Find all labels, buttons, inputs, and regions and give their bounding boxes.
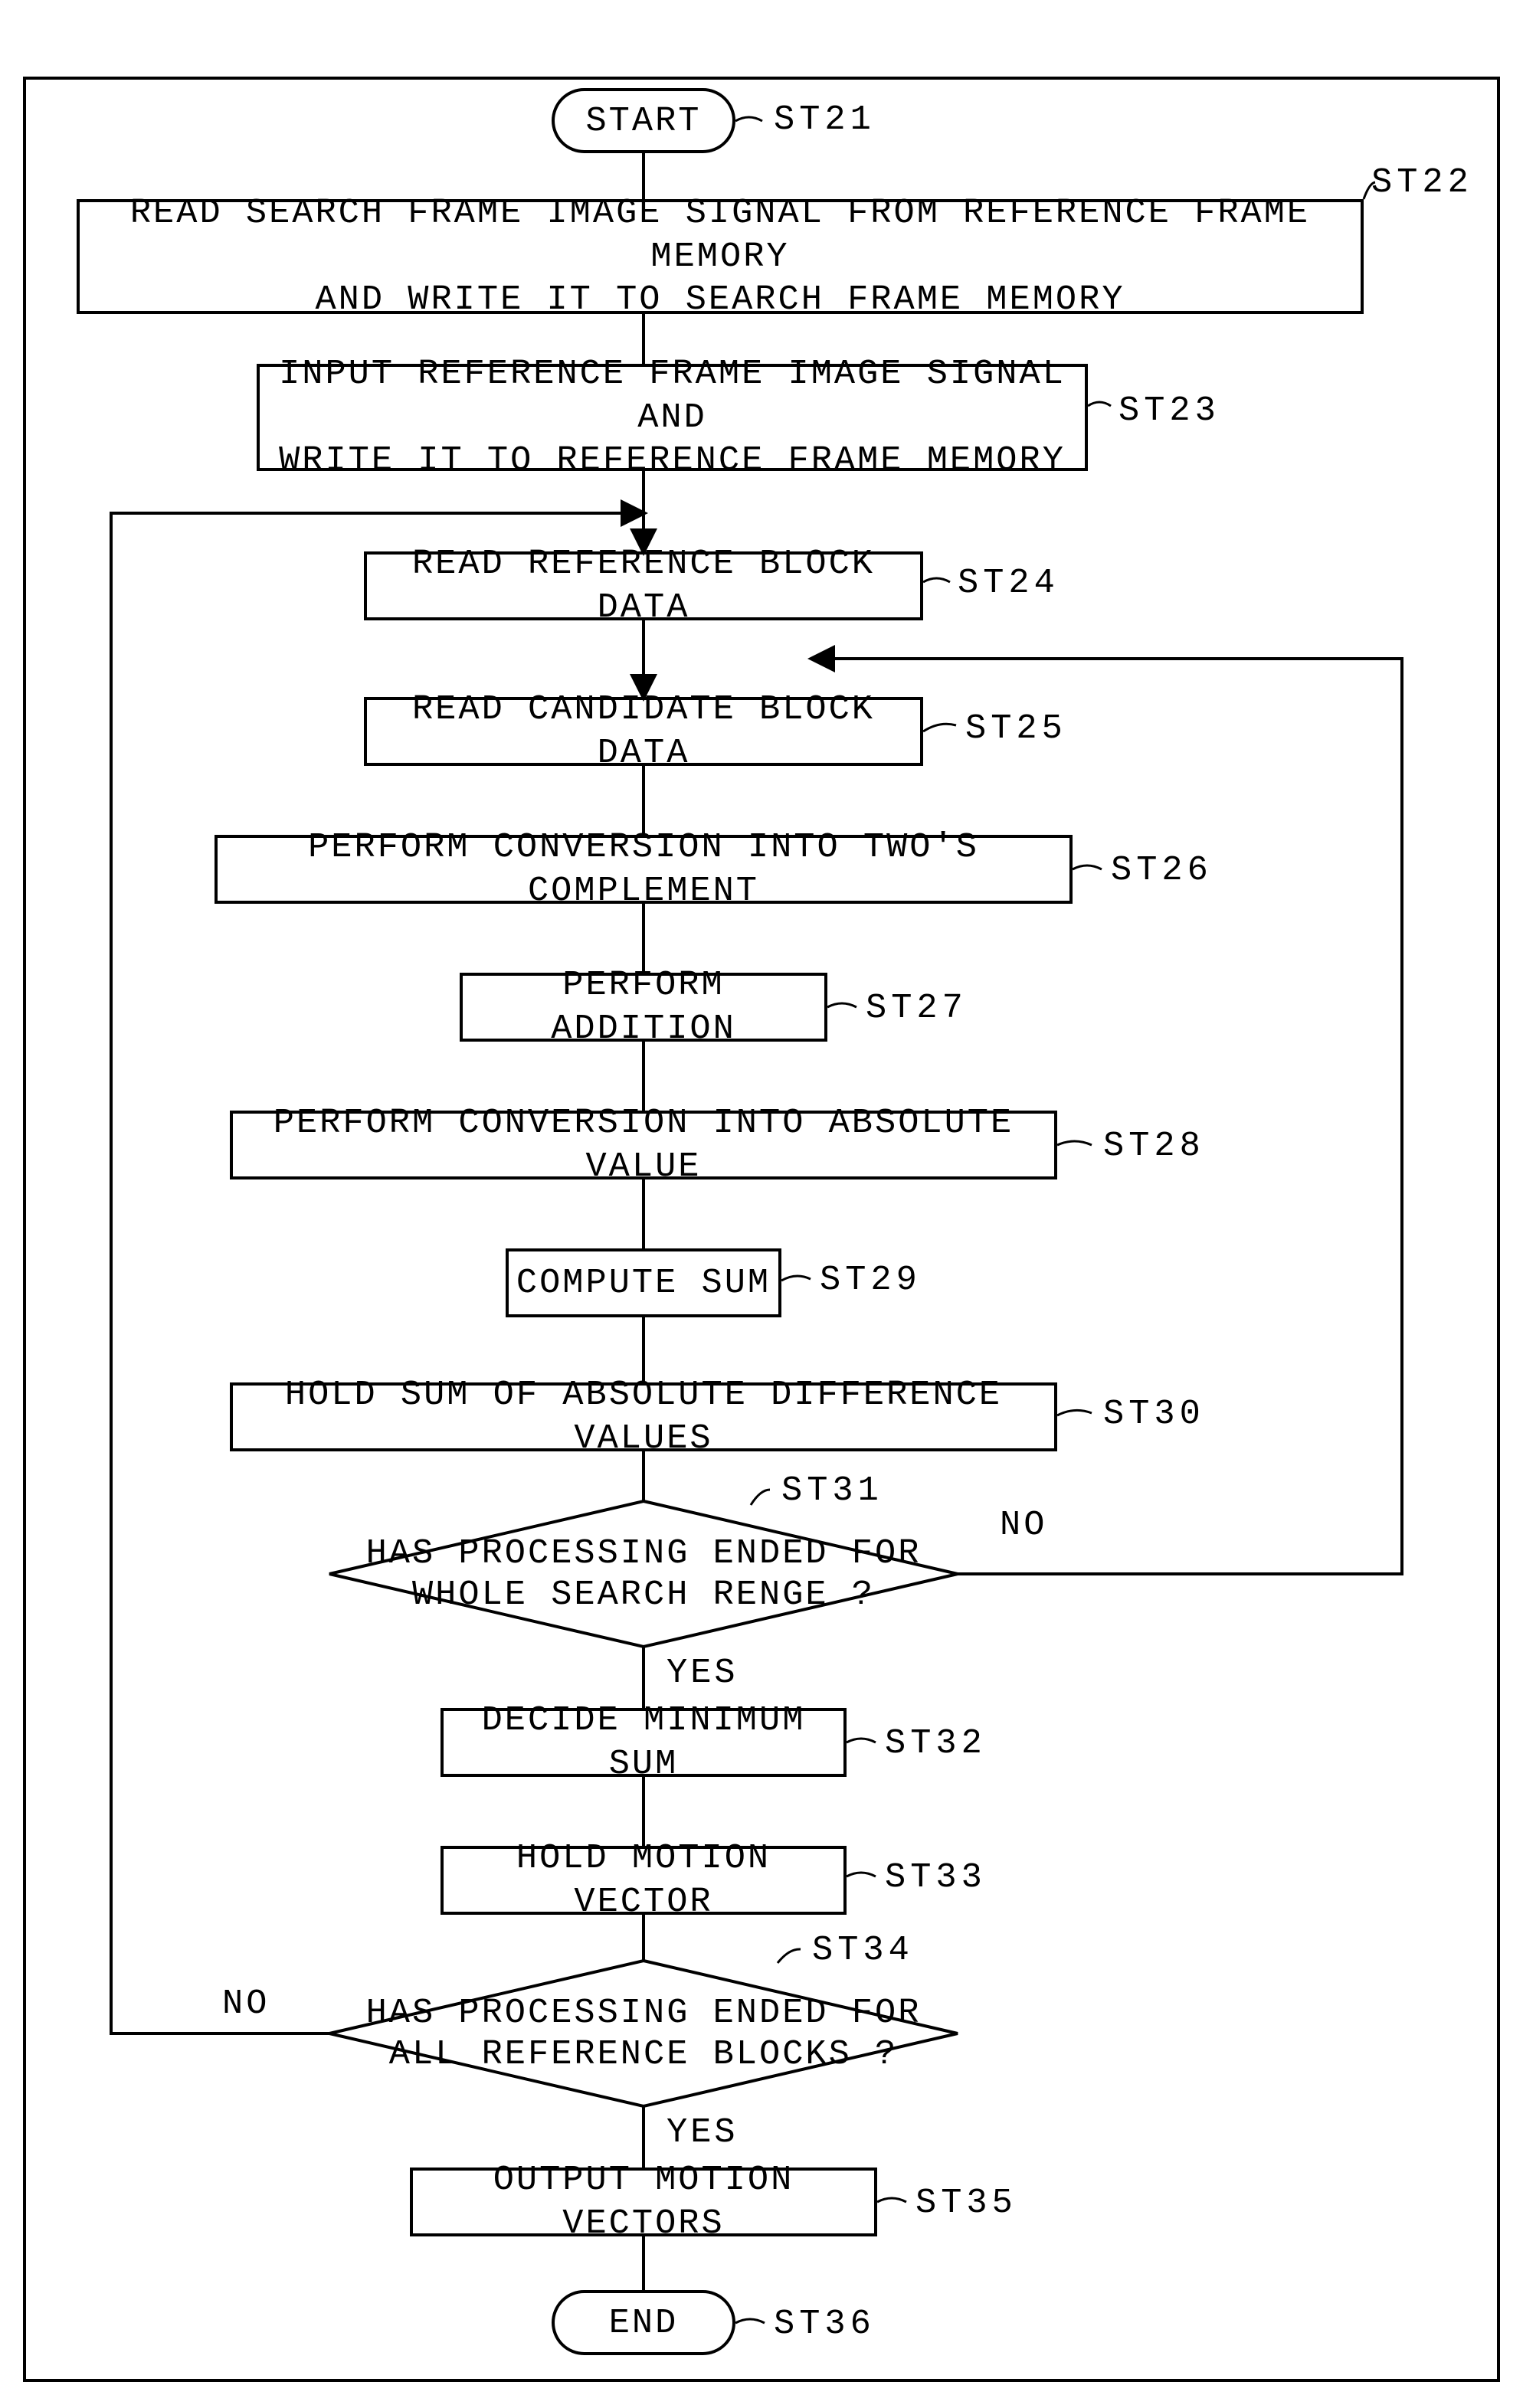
connectors bbox=[0, 0, 1523, 2408]
flowchart-canvas: START READ SEARCH FRAME IMAGE SIGNAL FRO… bbox=[0, 0, 1523, 2408]
